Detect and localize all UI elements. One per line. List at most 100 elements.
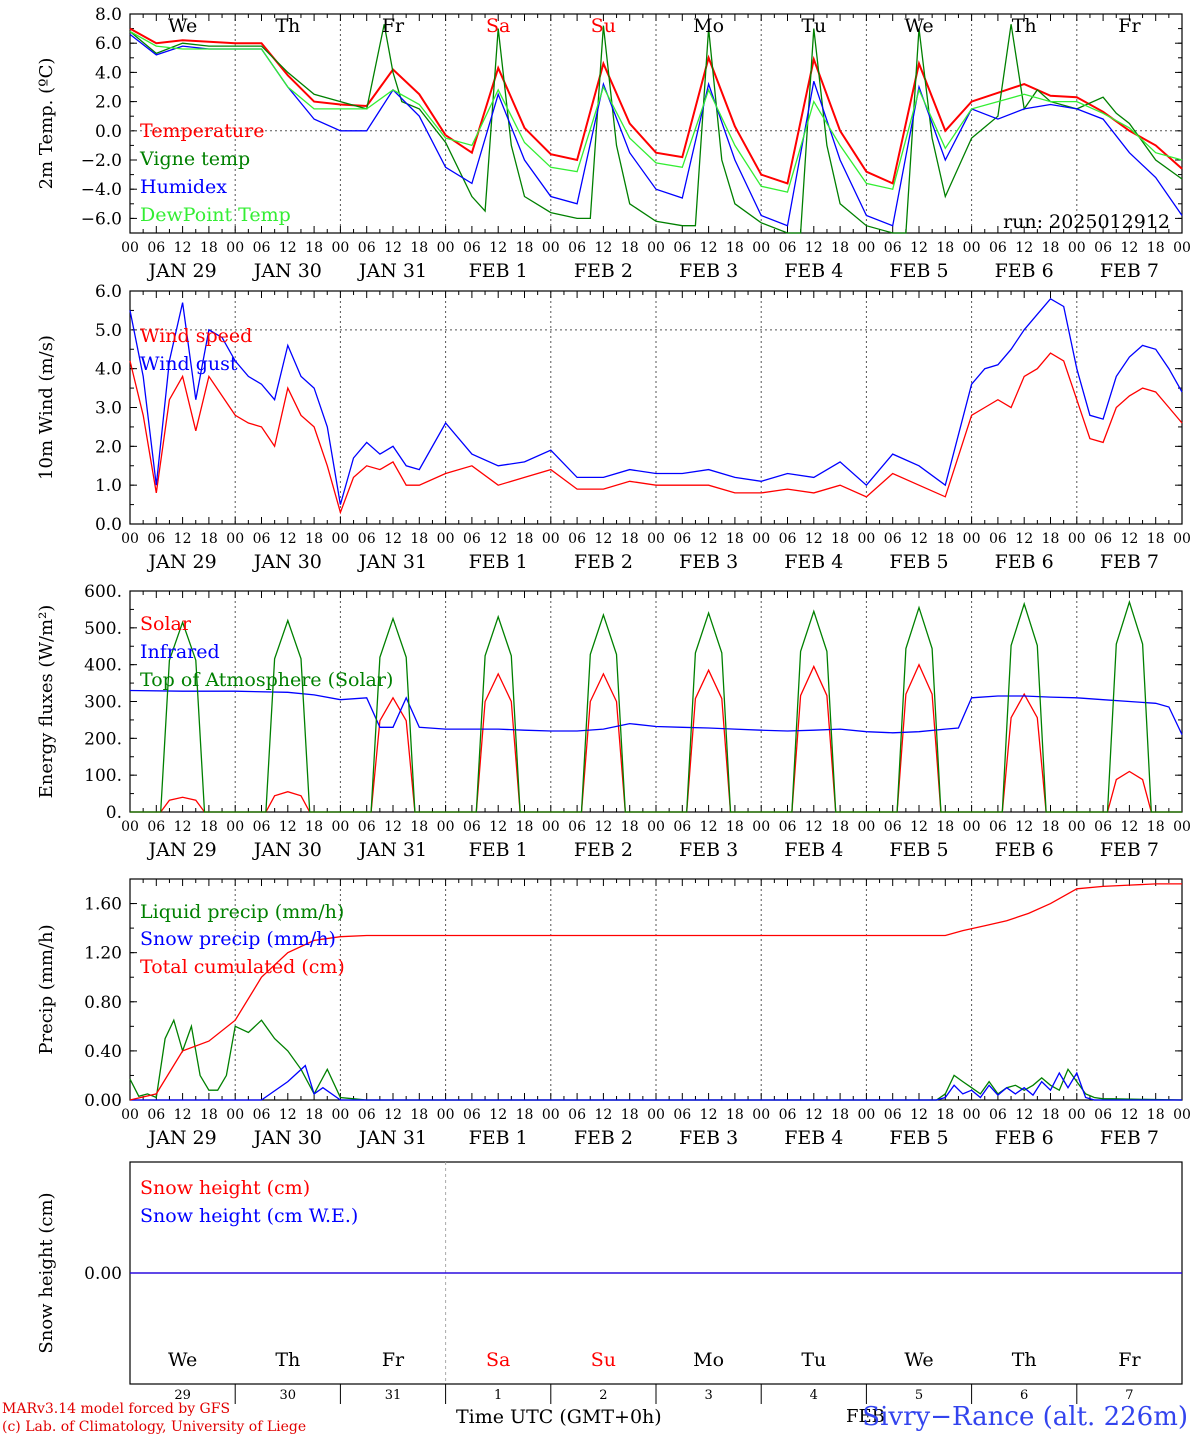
hour-tick-label: 00 <box>331 531 349 547</box>
date-label: FEB 5 <box>889 260 948 282</box>
y-tick-label: 5.0 <box>95 321 122 341</box>
model-credit-line2: (c) Lab. of Climatology, University of L… <box>2 1419 307 1435</box>
hour-tick-label: 12 <box>489 240 507 256</box>
hour-tick-label: 18 <box>726 819 744 835</box>
weekday-label: Th <box>1012 1349 1037 1371</box>
weekday-label: Th <box>1012 15 1037 37</box>
hour-tick-label: 00 <box>121 240 139 256</box>
day-number-label: 4 <box>810 1388 818 1403</box>
y-tick-label: 0.40 <box>84 1042 122 1062</box>
hour-tick-label: 00 <box>963 240 981 256</box>
hour-tick-label: 12 <box>910 531 928 547</box>
hour-tick-label: 06 <box>253 531 271 547</box>
hour-tick-label: 12 <box>1015 1107 1033 1123</box>
hour-tick-label: 18 <box>936 240 954 256</box>
hour-tick-label: 00 <box>542 819 560 835</box>
weekday-label: We <box>168 15 197 37</box>
date-label: FEB 4 <box>784 551 843 573</box>
hour-tick-label: 00 <box>963 1107 981 1123</box>
hour-tick-label: 12 <box>1015 531 1033 547</box>
hour-tick-label: 06 <box>147 1107 165 1123</box>
weekday-label: Th <box>275 15 300 37</box>
y-tick-label: 6.0 <box>95 34 122 54</box>
hour-tick-label: 00 <box>437 819 455 835</box>
hour-tick-label: 18 <box>621 819 639 835</box>
weekday-label: Th <box>275 1349 300 1371</box>
hour-tick-label: 12 <box>1120 240 1138 256</box>
series-line-dewpoint-temp <box>129 30 1183 193</box>
date-label: JAN 31 <box>357 839 427 861</box>
date-label: FEB 3 <box>679 1127 738 1149</box>
date-label: FEB 7 <box>1100 260 1159 282</box>
hour-tick-label: 00 <box>1173 531 1191 547</box>
y-tick-label: 0.0 <box>95 515 122 535</box>
hour-tick-label: 00 <box>542 1107 560 1123</box>
series-line-vigne-temp <box>129 24 1183 234</box>
hour-tick-label: 18 <box>200 1107 218 1123</box>
hour-tick-label: 00 <box>857 1107 875 1123</box>
hour-tick-label: 00 <box>1068 240 1086 256</box>
date-label: FEB 2 <box>574 260 633 282</box>
hour-tick-label: 18 <box>200 819 218 835</box>
hour-tick-label: 06 <box>463 819 481 835</box>
y-tick-label: 100. <box>84 766 122 786</box>
hour-tick-label: 00 <box>857 240 875 256</box>
hour-tick-label: 12 <box>805 531 823 547</box>
hour-tick-label: 06 <box>1094 531 1112 547</box>
legend-entry: Wind speed <box>140 325 252 347</box>
weekday-label: Tu <box>801 15 826 37</box>
hour-tick-label: 18 <box>1042 531 1060 547</box>
y-tick-label: 0.00 <box>84 1091 122 1111</box>
y-tick-label: 0.0 <box>95 122 122 142</box>
y-axis-label: 2m Temp. (ºC) <box>36 58 57 190</box>
hour-tick-label: 06 <box>989 531 1007 547</box>
legend-entry: Liquid precip (mm/h) <box>140 901 344 923</box>
y-tick-label: 6.0 <box>95 282 122 302</box>
hour-tick-label: 00 <box>226 1107 244 1123</box>
date-label: FEB 4 <box>784 1127 843 1149</box>
hour-tick-label: 18 <box>726 240 744 256</box>
date-label: FEB 6 <box>995 1127 1054 1149</box>
series-line-wind-gust <box>129 297 1183 505</box>
hour-tick-label: 18 <box>726 1107 744 1123</box>
hour-tick-label: 00 <box>121 1107 139 1123</box>
hour-tick-label: 06 <box>989 1107 1007 1123</box>
date-label: JAN 31 <box>357 551 427 573</box>
hour-tick-label: 00 <box>647 531 665 547</box>
hour-tick-label: 12 <box>384 531 402 547</box>
hour-tick-label: 12 <box>700 531 718 547</box>
hour-tick-label: 12 <box>594 240 612 256</box>
y-tick-label: −4.0 <box>81 180 122 200</box>
hour-tick-label: 12 <box>805 819 823 835</box>
legend-entry: Wind gust <box>140 353 238 375</box>
hour-tick-label: 18 <box>410 531 428 547</box>
hour-tick-label: 06 <box>253 1107 271 1123</box>
hour-tick-label: 18 <box>200 240 218 256</box>
hour-tick-label: 00 <box>1068 819 1086 835</box>
station-label: Sivry−Rance (alt. 226m) <box>862 1402 1188 1432</box>
hour-tick-label: 00 <box>857 531 875 547</box>
hour-tick-label: 12 <box>384 1107 402 1123</box>
hour-tick-label: 06 <box>147 819 165 835</box>
date-label: FEB 6 <box>995 839 1054 861</box>
hour-tick-label: 00 <box>331 240 349 256</box>
hour-tick-label: 18 <box>516 1107 534 1123</box>
hour-tick-label: 06 <box>673 1107 691 1123</box>
date-label: FEB 3 <box>679 551 738 573</box>
hour-tick-label: 12 <box>910 819 928 835</box>
date-label: FEB 3 <box>679 260 738 282</box>
series-line-temperature <box>129 27 1183 185</box>
legend-entry: Temperature <box>140 120 264 142</box>
hour-tick-label: 06 <box>358 1107 376 1123</box>
hour-tick-label: 12 <box>910 1107 928 1123</box>
y-tick-label: 1.20 <box>84 944 122 964</box>
hour-tick-label: 12 <box>594 1107 612 1123</box>
hour-tick-label: 18 <box>831 531 849 547</box>
weekday-label: Fr <box>1118 1349 1141 1371</box>
day-number-label: 6 <box>1020 1388 1028 1403</box>
legend-entry: Vigne temp <box>139 148 250 170</box>
hour-tick-label: 12 <box>174 1107 192 1123</box>
hour-tick-label: 06 <box>673 240 691 256</box>
panel-3 <box>129 590 1183 813</box>
hour-tick-label: 06 <box>253 240 271 256</box>
